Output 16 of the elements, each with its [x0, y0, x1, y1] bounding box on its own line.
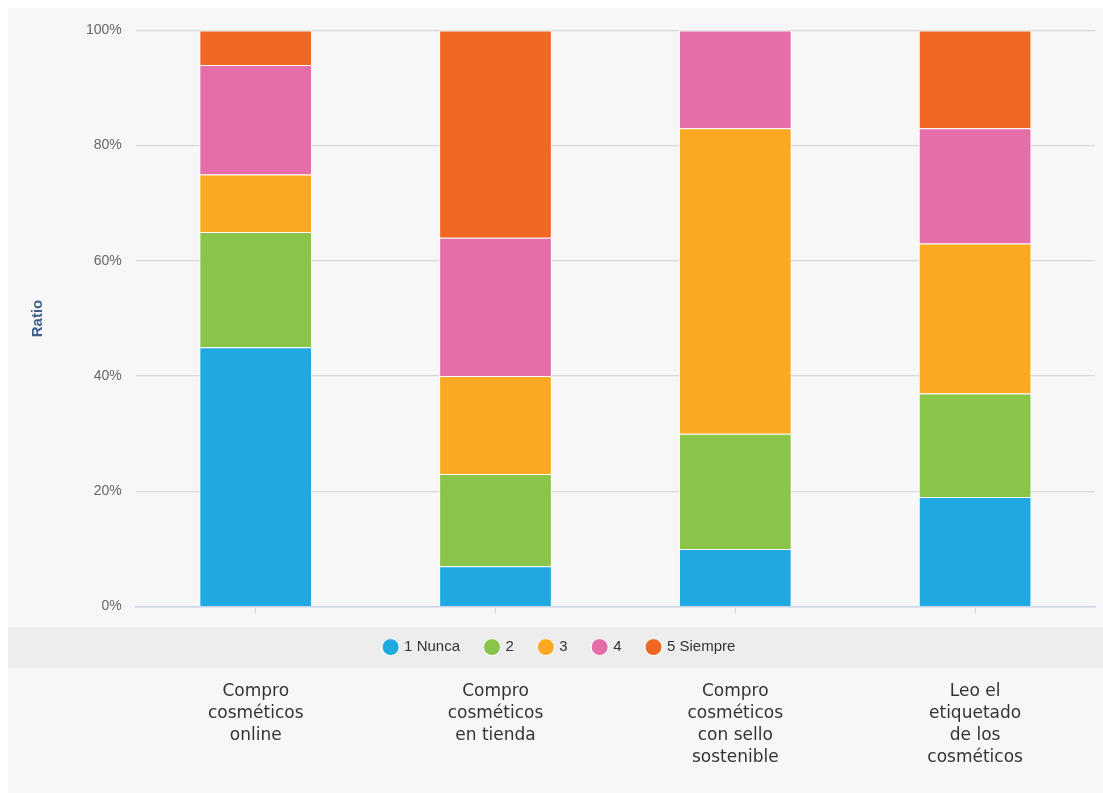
legend-label: 1 Nunca: [404, 637, 461, 655]
legend-label: 2: [505, 637, 514, 655]
legend-label: 3: [559, 637, 568, 655]
y-axis-title: Ratio: [28, 299, 46, 338]
y-tick-label: 80%: [93, 136, 122, 153]
y-tick-label: 40%: [93, 366, 122, 383]
legend-label: 5 Siempre: [667, 637, 736, 655]
y-tick-label: 100%: [85, 21, 122, 38]
y-tick-label: 0%: [101, 597, 122, 614]
x-tick-label: Compro cosméticos con sello sostenible: [687, 680, 784, 767]
x-tick-label: Compro cosméticos en tienda: [447, 680, 544, 745]
legend-label: 4: [613, 637, 622, 655]
x-tick-label: Leo el etiquetado de los cosméticos: [927, 680, 1024, 767]
y-tick-label: 20%: [93, 482, 122, 499]
x-tick-label: Compro cosméticos online: [207, 680, 304, 745]
y-tick-label: 60%: [93, 251, 122, 268]
